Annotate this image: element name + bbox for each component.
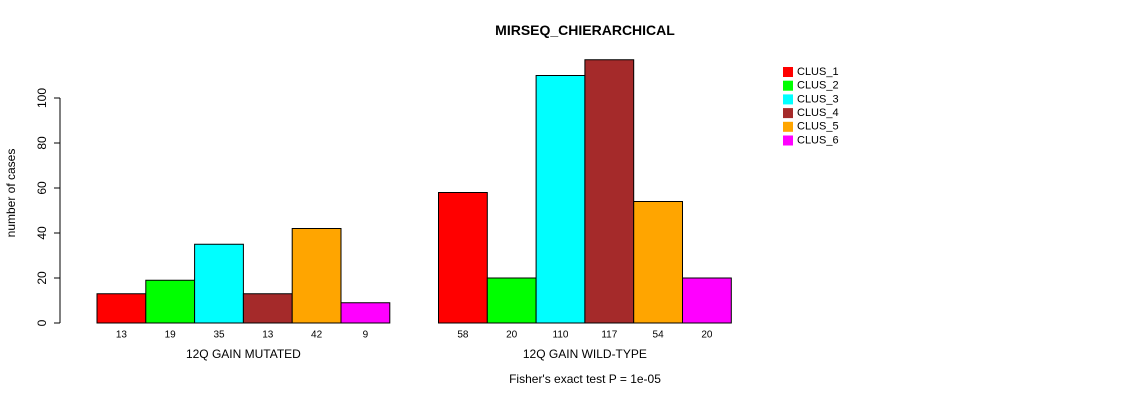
bar-value-label: 58: [457, 330, 469, 341]
bar-clus-6-group-2: [682, 277, 732, 324]
bar-value-label: 9: [363, 330, 369, 341]
bar-value-label: 110: [553, 330, 569, 341]
legend-label: CLUS_3: [797, 93, 839, 105]
y-tick-label: 100: [35, 88, 49, 108]
bar-value-label: 42: [311, 330, 323, 341]
group-label: 12Q GAIN MUTATED: [186, 347, 301, 361]
bar-value-label: 20: [701, 330, 713, 341]
legend-label: CLUS_1: [797, 66, 839, 78]
bar-clus-2-group-1: [145, 279, 196, 324]
y-axis: 0 20 40 60 80 100: [35, 88, 61, 326]
bar-clus-3-group-1: [194, 243, 244, 324]
legend-label: CLUS_6: [797, 134, 839, 146]
bar-clus-5-group-1: [291, 228, 342, 324]
legend-swatch: [783, 80, 793, 91]
bar-value-label: 19: [165, 330, 177, 341]
bar-clus-4-group-2: [584, 59, 635, 324]
footnote: Fisher's exact test P = 1e-05: [509, 372, 661, 386]
chart-title: MIRSEQ_CHIERARCHICAL: [495, 22, 675, 38]
bars: 13 19 35 13 42 9 58 20 110 117 54 20: [96, 59, 732, 341]
y-tick-label: 0: [35, 319, 49, 326]
group-labels: 12Q GAIN MUTATED 12Q GAIN WILD-TYPE: [186, 347, 647, 361]
y-axis-label: number of cases: [4, 149, 18, 238]
bar-clus-1-group-1: [96, 293, 147, 324]
y-tick-label: 20: [35, 271, 49, 285]
bar-clus-4-group-1: [242, 293, 293, 324]
bar-value-label: 35: [213, 330, 225, 341]
legend-swatch: [783, 135, 793, 146]
bar-value-label: 54: [653, 330, 665, 341]
bar-clus-5-group-2: [633, 201, 684, 324]
bar-value-label: 117: [601, 330, 617, 341]
y-tick-label: 40: [35, 226, 49, 240]
legend-swatch: [783, 94, 793, 105]
y-tick-label: 80: [35, 136, 49, 150]
bar-value-label: 13: [262, 330, 274, 341]
bar-clus-6-group-1: [340, 302, 391, 324]
bar-clus-2-group-2: [486, 277, 537, 324]
legend-swatch: [783, 108, 793, 119]
legend-swatch: [783, 121, 793, 132]
bar-clus-3-group-2: [535, 75, 586, 324]
bar-clus-1-group-2: [438, 192, 488, 324]
legend-label: CLUS_2: [797, 80, 839, 92]
bar-value-label: 13: [116, 330, 128, 341]
legend-label: CLUS_5: [797, 121, 839, 133]
legend-label: CLUS_4: [797, 107, 839, 119]
group-label: 12Q GAIN WILD-TYPE: [523, 347, 647, 361]
y-tick-label: 60: [35, 181, 49, 195]
legend-swatch: [783, 67, 793, 77]
bar-value-label: 20: [506, 330, 518, 341]
